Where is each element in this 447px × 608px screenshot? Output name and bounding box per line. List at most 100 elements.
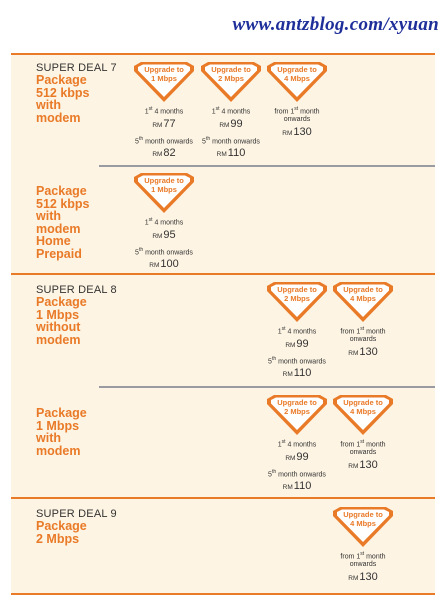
package-name-line: Package — [36, 519, 87, 533]
diamond-badge-icon — [134, 62, 194, 102]
package-name-line: 512 kbps — [36, 85, 90, 100]
diamond-badge-icon — [333, 395, 393, 435]
badge-label-line: Upgrade to — [211, 65, 251, 74]
later-period-label: 5th month onwards — [135, 247, 193, 257]
first-period-label: from 1st month onwards — [340, 326, 386, 344]
pricing-details: 1st 4 months RM77 5th month onwards RM82 — [131, 105, 197, 161]
badge-label-line: 2 Mbps — [284, 407, 310, 416]
upgrade-offer: Upgrade to 2 Mbps 1st 4 months RM99 5th mont… — [198, 61, 264, 164]
currency-label: RM — [282, 483, 293, 491]
badge-label-line: Upgrade to — [343, 510, 383, 519]
first-period-price: RM99 — [198, 118, 264, 132]
upgrade-badge: Upgrade to 4 Mbps — [330, 506, 396, 548]
pricing-details: 1st 4 months RM99 5th month onwards RM110 — [264, 438, 330, 494]
later-period-label: 5th month onwards — [268, 356, 326, 366]
badge-label-line: Upgrade to — [343, 285, 383, 294]
currency-label: RM — [216, 150, 227, 158]
price-value: 95 — [163, 229, 176, 242]
pricing-details: 1st 4 months RM95 5th month onwards RM100 — [131, 216, 197, 272]
package-name: Package 1 Mbps with modem — [36, 407, 87, 457]
package-name: Package 1 Mbps without modem — [36, 296, 87, 346]
pricing-details: from 1st month onwards RM130 — [330, 438, 396, 473]
currency-label: RM — [149, 261, 160, 269]
upgrade-badge: Upgrade to 1 Mbps — [131, 172, 197, 214]
upgrade-offer: Upgrade to 1 Mbps 1st 4 months RM 77 5th mont… — [131, 61, 197, 164]
upgrade-offer: Upgrade to 2 Mbps 1st 4 months RM99 5th mont… — [264, 281, 330, 384]
badge-label: Upgrade to 1 Mbps — [131, 176, 197, 194]
first-period-label: 1st 4 months — [277, 326, 317, 336]
currency-label: RM — [282, 130, 293, 138]
currency-label: RM — [219, 122, 230, 130]
package-name-line: modem — [36, 332, 81, 347]
first-period-label: 1st 4 months — [277, 439, 317, 449]
first-period-label: 1st 4 months — [144, 106, 184, 116]
package-name-line: with — [36, 209, 61, 223]
price-value: 99 — [230, 118, 243, 131]
currency-label: RM — [152, 233, 163, 241]
price-value: 82 — [163, 146, 176, 159]
upgrade-badge: Upgrade to 2 Mbps — [198, 61, 264, 103]
badge-label-line: 4 Mbps — [350, 407, 376, 416]
first-period-price: RM130 — [330, 459, 396, 473]
diamond-badge-icon — [267, 62, 327, 102]
first-period-price: RM99 — [264, 338, 330, 352]
package-name-line: 2 Mbps — [36, 531, 80, 546]
price-value: 100 — [160, 257, 179, 270]
price-sheet — [11, 53, 435, 595]
badge-label-line: Upgrade to — [144, 176, 184, 185]
badge-label-line: 4 Mbps — [350, 519, 376, 528]
badge-label: Upgrade to 4 Mbps — [330, 285, 396, 303]
upgrade-offer: Upgrade to 2 Mbps 1st 4 months RM99 5th mont… — [264, 394, 330, 497]
badge-label-line: 4 Mbps — [350, 294, 376, 303]
price-value: 110 — [293, 479, 312, 492]
upgrade-badge: Upgrade to 1 Mbps — [131, 61, 197, 103]
upgrade-offer: Upgrade to 1 Mbps 1st 4 months RM95 5th mont… — [131, 172, 197, 275]
package-name-line: 512 kbps — [36, 196, 90, 211]
first-period-price: RM99 — [264, 451, 330, 465]
later-period-label: 5th month onwards — [135, 136, 193, 146]
badge-label-line: 2 Mbps — [218, 74, 244, 83]
badge-label: Upgrade to 2 Mbps — [264, 285, 330, 303]
badge-label: Upgrade to 4 Mbps — [264, 65, 330, 83]
deal-title: SUPER DEAL 7 — [36, 62, 117, 74]
price-value: 99 — [296, 451, 309, 464]
later-period-label: 5th month onwards — [268, 469, 326, 479]
upgrade-badge: Upgrade to 2 Mbps — [264, 281, 330, 323]
package-name-line: modem — [36, 110, 81, 125]
package-name-line: Prepaid — [36, 246, 82, 261]
package-name-line: without — [36, 320, 81, 334]
currency-label: RM — [348, 575, 359, 583]
diamond-badge-icon — [267, 395, 327, 435]
currency-label: RM — [285, 342, 296, 350]
currency-label: RM — [285, 455, 296, 463]
upgrade-badge: Upgrade to 2 Mbps — [264, 394, 330, 436]
price-value: 130 — [359, 571, 378, 584]
later-period-price: RM110 — [264, 367, 330, 381]
badge-label-line: Upgrade to — [277, 285, 317, 294]
divider-deal-7-8 — [11, 273, 435, 275]
price-value: 130 — [359, 459, 378, 472]
currency-label: RM — [282, 370, 293, 378]
upgrade-offer: Upgrade to 4 Mbps from 1st month onwards RM… — [264, 61, 330, 143]
package-name: Package 512 kbps with modem — [36, 74, 90, 124]
package-name-line: Home — [36, 234, 71, 248]
first-period-label: 1st 4 months — [211, 106, 251, 116]
divider-deal-8-9 — [11, 497, 435, 499]
badge-label-line: Upgrade to — [144, 65, 184, 74]
badge-label: Upgrade to 1 Mbps — [131, 65, 197, 83]
diamond-badge-icon — [267, 282, 327, 322]
badge-label-line: Upgrade to — [277, 398, 317, 407]
currency-label: RM — [152, 150, 163, 158]
first-period-label: 1st 4 months — [144, 217, 184, 227]
badge-label: Upgrade to 2 Mbps — [264, 398, 330, 416]
package-name-line: with — [36, 431, 61, 445]
divider-subsection — [99, 165, 435, 167]
diamond-badge-icon — [201, 62, 261, 102]
later-period-price: RM110 — [198, 147, 264, 161]
diamond-badge-icon — [333, 507, 393, 547]
package-name-line: modem — [36, 443, 81, 458]
price-value: 77 — [163, 118, 176, 131]
badge-label-line: 1 Mbps — [151, 74, 177, 83]
badge-label-line: 2 Mbps — [284, 294, 310, 303]
package-name-line: with — [36, 98, 61, 112]
